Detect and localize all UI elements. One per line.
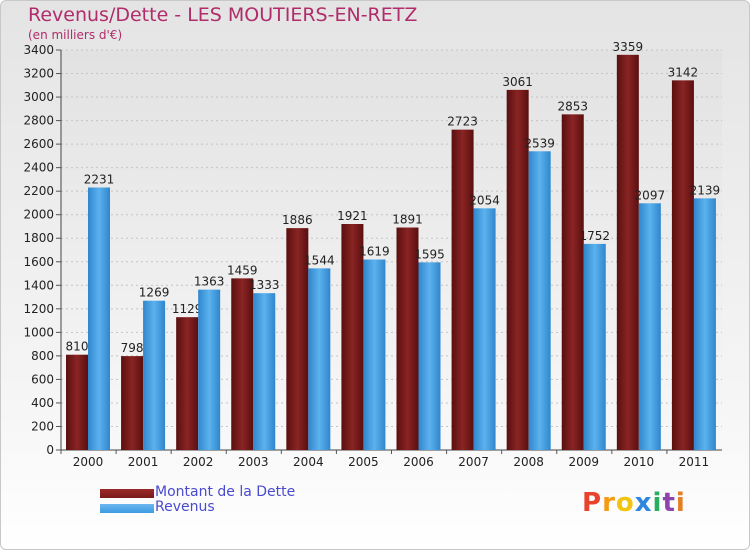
y-tick-label: 1800 xyxy=(23,231,54,245)
legend-swatch-dette xyxy=(100,489,154,498)
data-label-dette: 1921 xyxy=(337,209,368,223)
x-tick-label: 2001 xyxy=(128,455,159,469)
bar-revenus xyxy=(198,289,221,450)
data-label-dette: 1891 xyxy=(392,213,423,227)
data-label-revenus: 2054 xyxy=(469,193,500,207)
bar-dette xyxy=(506,89,529,450)
y-tick-label: 3400 xyxy=(23,43,54,57)
logo-letter: i xyxy=(652,488,663,518)
data-label-dette: 3359 xyxy=(613,40,644,54)
x-tick-label: 2009 xyxy=(568,455,599,469)
data-label-revenus: 1363 xyxy=(194,275,225,289)
y-tick-label: 800 xyxy=(31,349,54,363)
data-label-revenus: 1595 xyxy=(414,247,445,261)
y-tick-label: 2400 xyxy=(23,161,54,175)
data-label-dette: 1459 xyxy=(227,263,258,277)
y-tick-label: 200 xyxy=(31,419,54,433)
data-label-dette: 798 xyxy=(121,341,144,355)
bar-revenus xyxy=(88,187,110,450)
data-label-revenus: 2539 xyxy=(524,136,555,150)
x-tick-label: 2006 xyxy=(403,455,434,469)
x-tick-label: 2007 xyxy=(458,455,489,469)
bar-dette xyxy=(286,228,309,450)
bar-revenus xyxy=(473,208,496,450)
y-tick-label: 2000 xyxy=(23,208,54,222)
x-tick-label: 2000 xyxy=(73,455,104,469)
data-label-dette: 3061 xyxy=(502,75,533,89)
x-tick-label: 2005 xyxy=(348,455,379,469)
logo-letter: P xyxy=(582,488,603,518)
y-tick-label: 1000 xyxy=(23,325,54,339)
bar-dette xyxy=(176,317,199,450)
data-label-dette: 1129 xyxy=(172,302,203,316)
y-tick-label: 3200 xyxy=(23,67,54,81)
logo-letter: o xyxy=(615,488,635,518)
data-label-revenus: 2231 xyxy=(84,173,115,187)
bar-dette xyxy=(451,129,474,450)
data-label-revenus: 1269 xyxy=(139,286,170,300)
y-tick-label: 3000 xyxy=(23,90,54,104)
plot-area xyxy=(61,50,722,450)
proxiti-logo: Proxiti xyxy=(582,488,686,518)
bar-dette xyxy=(341,224,364,450)
bar-dette xyxy=(671,80,694,451)
legend-label-dette: Montant de la Dette xyxy=(155,484,296,500)
x-tick-label: 2008 xyxy=(513,455,544,469)
logo-letter: r xyxy=(602,488,616,518)
bar-dette xyxy=(396,227,419,450)
bar-revenus xyxy=(583,243,606,450)
legend-label-revenus: Revenus xyxy=(155,499,215,515)
y-tick-label: 1200 xyxy=(23,302,54,316)
data-label-revenus: 2139 xyxy=(690,183,721,197)
x-tick-label: 2011 xyxy=(679,455,710,469)
bar-dette xyxy=(616,54,639,451)
data-label-dette: 2723 xyxy=(447,115,478,129)
bar-revenus xyxy=(528,151,551,450)
x-tick-label: 2003 xyxy=(238,455,269,469)
data-label-revenus: 2097 xyxy=(635,188,666,202)
data-label-dette: 3142 xyxy=(668,65,699,79)
bar-revenus xyxy=(418,262,441,450)
chart-subtitle: (en milliers d'€) xyxy=(28,28,123,42)
logo-letter: x xyxy=(634,488,653,518)
bar-revenus xyxy=(638,203,661,450)
bar-revenus xyxy=(363,259,386,450)
y-tick-label: 2600 xyxy=(23,137,54,151)
y-tick-label: 400 xyxy=(31,396,54,410)
y-tick-label: 1600 xyxy=(23,255,54,269)
bar-dette xyxy=(66,354,88,450)
bar-dette xyxy=(121,356,144,450)
bar-revenus xyxy=(693,198,716,450)
y-tick-label: 0 xyxy=(46,443,54,457)
logo-letter: t xyxy=(662,488,676,518)
x-tick-label: 2004 xyxy=(293,455,324,469)
bar-revenus xyxy=(308,268,331,450)
data-label-revenus: 1544 xyxy=(304,253,335,267)
x-tick-label: 2010 xyxy=(624,455,655,469)
bar-dette xyxy=(561,114,584,451)
data-label-revenus: 1752 xyxy=(579,229,610,243)
bar-revenus xyxy=(253,293,276,450)
bar-revenus xyxy=(143,300,166,450)
y-tick-label: 2200 xyxy=(23,184,54,198)
data-label-dette: 2853 xyxy=(557,99,588,113)
data-label-dette: 1886 xyxy=(282,213,313,227)
legend-swatch-revenus xyxy=(100,504,154,513)
data-label-revenus: 1333 xyxy=(249,278,280,292)
chart-title: Revenus/Dette - LES MOUTIERS-EN-RETZ xyxy=(28,4,418,26)
data-label-revenus: 1619 xyxy=(359,245,390,259)
logo-letter: i xyxy=(675,488,686,518)
y-tick-label: 1400 xyxy=(23,278,54,292)
data-label-dette: 810 xyxy=(66,340,89,354)
x-tick-label: 2002 xyxy=(183,455,214,469)
bar-dette xyxy=(231,278,254,450)
y-tick-label: 2800 xyxy=(23,114,54,128)
y-tick-label: 600 xyxy=(31,372,54,386)
